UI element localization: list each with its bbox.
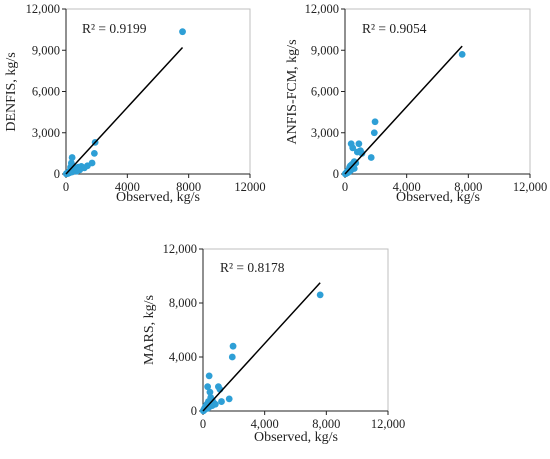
y-tick-label: 3,000 bbox=[32, 126, 60, 140]
r-squared-annotation: R² = 0.9054 bbox=[362, 21, 427, 36]
data-point bbox=[367, 154, 375, 161]
data-point bbox=[371, 118, 379, 126]
y-axis-label: ANFIS-FCM, kg/s bbox=[285, 39, 300, 144]
data-point bbox=[218, 398, 225, 405]
data-point bbox=[68, 154, 76, 161]
data-point bbox=[355, 140, 363, 148]
data-point bbox=[211, 400, 219, 408]
x-tick-label: 12000 bbox=[234, 180, 265, 194]
y-tick-label: 6,000 bbox=[32, 85, 60, 99]
y-tick-label: 9,000 bbox=[311, 43, 339, 57]
y-tick-label: 12,000 bbox=[26, 2, 60, 16]
y-tick-label: 0 bbox=[191, 404, 197, 418]
data-point bbox=[206, 388, 214, 396]
y-tick-label: 0 bbox=[54, 167, 60, 181]
chart-panel-3: 0 4,000 8,000 12,000 0 4,000 8,000 12,000 R² = 0… bbox=[142, 242, 405, 445]
data-point bbox=[358, 149, 366, 157]
x-tick-label: 8,000 bbox=[454, 180, 482, 194]
data-point bbox=[90, 149, 98, 157]
data-point bbox=[349, 144, 357, 152]
x-tick-label: 0 bbox=[342, 180, 348, 194]
x-tick-label: 12,000 bbox=[371, 417, 405, 431]
data-point bbox=[205, 372, 213, 380]
x-tick-label: 4,000 bbox=[251, 417, 279, 431]
y-tick-label: 12,000 bbox=[163, 242, 197, 256]
y-tick-label: 4,000 bbox=[169, 350, 197, 364]
chart-panel-2: 0 3,000 6,000 9,000 12,000 0 4,000 8,000 12,000 R… bbox=[285, 2, 547, 205]
x-tick-label: 8000 bbox=[176, 180, 201, 194]
x-tick-label: 12,000 bbox=[513, 180, 547, 194]
data-point bbox=[204, 404, 212, 412]
data-point bbox=[179, 28, 186, 36]
y-tick-label: 6,000 bbox=[311, 85, 339, 99]
trendline bbox=[344, 45, 463, 175]
x-axis-label: Observed, kg/s bbox=[254, 430, 338, 445]
y-tick-label: 9,000 bbox=[32, 43, 60, 57]
data-point bbox=[67, 163, 74, 171]
x-axis-label: Observed, kg/s bbox=[396, 190, 480, 205]
x-tick-label: 0 bbox=[200, 417, 206, 431]
data-point bbox=[316, 291, 324, 299]
x-axis-label: Observed, kg/s bbox=[116, 190, 200, 205]
y-axis-label: DENFIS, kg/s bbox=[4, 52, 19, 131]
y-tick-label: 0 bbox=[333, 167, 339, 181]
y-tick-label: 12,000 bbox=[305, 2, 339, 16]
trendline bbox=[202, 282, 321, 412]
data-point bbox=[229, 342, 237, 350]
data-point bbox=[370, 129, 378, 137]
x-tick-label: 0 bbox=[63, 180, 69, 194]
x-tick-label: 4,000 bbox=[393, 180, 421, 194]
trendline bbox=[65, 46, 184, 175]
data-point bbox=[458, 50, 466, 58]
data-point bbox=[225, 395, 233, 403]
data-point bbox=[228, 353, 236, 361]
data-point bbox=[81, 164, 88, 172]
y-axis-label: MARS, kg/s bbox=[142, 295, 157, 365]
x-tick-label: 4000 bbox=[115, 180, 140, 194]
chart-panel-1: 0 3,000 6,000 9,000 12,000 0 4000 8000 12000 R² =… bbox=[4, 2, 266, 205]
y-tick-label: 3,000 bbox=[311, 126, 339, 140]
data-point bbox=[204, 383, 212, 391]
r-squared-annotation: R² = 0.8178 bbox=[220, 260, 285, 275]
r-squared-annotation: R² = 0.9199 bbox=[82, 21, 147, 36]
x-tick-label: 8,000 bbox=[312, 417, 340, 431]
y-tick-label: 8,000 bbox=[169, 296, 197, 310]
